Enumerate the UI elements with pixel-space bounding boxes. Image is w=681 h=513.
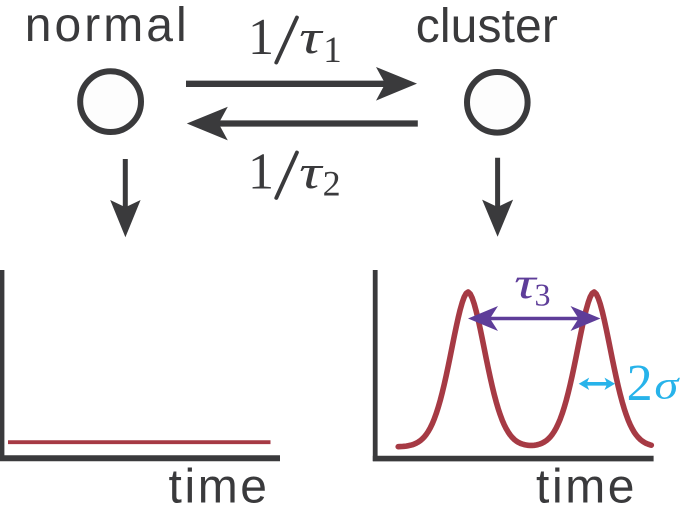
svg-text:τ: τ <box>514 259 538 308</box>
svg-text:σ: σ <box>654 362 680 407</box>
svg-text:cluster: cluster <box>416 0 558 53</box>
svg-text:3: 3 <box>535 277 551 313</box>
svg-text:τ: τ <box>299 11 324 64</box>
svg-text:2: 2 <box>627 355 653 412</box>
svg-text:time: time <box>536 460 635 513</box>
svg-text:2: 2 <box>323 164 341 204</box>
svg-text:1: 1 <box>248 9 274 66</box>
svg-text:1: 1 <box>248 144 274 201</box>
svg-text:τ: τ <box>299 146 324 199</box>
svg-text:1: 1 <box>323 30 342 71</box>
svg-text:time: time <box>169 460 268 513</box>
svg-text:normal: normal <box>25 0 187 52</box>
